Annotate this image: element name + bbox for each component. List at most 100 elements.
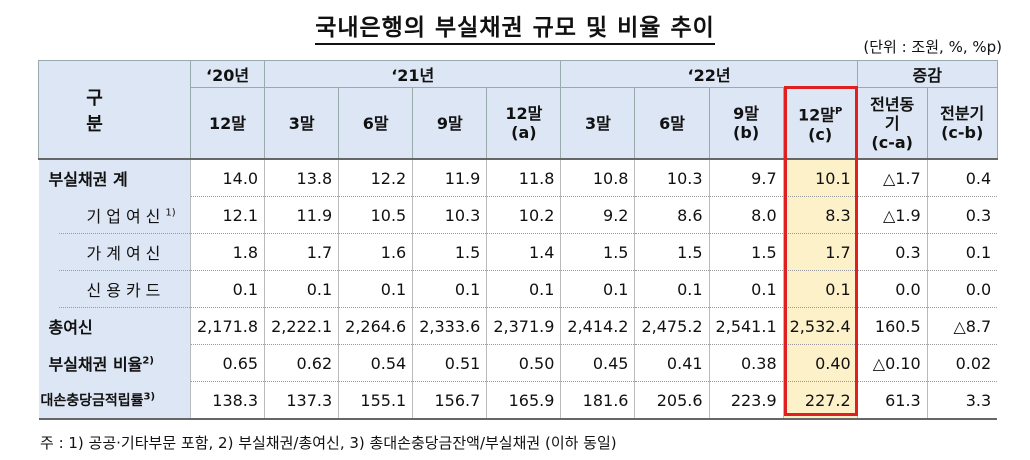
table-cell: 181.6 (560, 381, 635, 420)
period-header-label: 전년동기 (870, 94, 915, 133)
table-cell: 0.65 (189, 344, 265, 382)
table-cell: 10.1 (782, 158, 858, 197)
period-header-label: 6말 (659, 113, 685, 133)
row-label: 총여신 (38, 307, 191, 345)
table-cell: 2,171.8 (189, 307, 265, 345)
table-row: 총여신 2,171.8 2,222.1 2,264.6 2,333.6 2,371.9 2,… (38, 307, 998, 345)
period-header-5: 3말 (560, 87, 636, 160)
table-cell: △1.7 (856, 158, 928, 197)
table-row: 기업여신1) 12.1 11.9 10.5 10.3 10.2 9.2 8.6 8.0 8.3 △1… (38, 196, 998, 234)
table-cell: 2,541.1 (708, 307, 784, 345)
table-cell: 11.9 (412, 158, 487, 197)
period-header-9: 전년동기 (c-a) (856, 87, 928, 160)
table-cell: 0.02 (926, 344, 998, 382)
table-cell: 61.3 (856, 381, 928, 420)
table-cell: 0.45 (560, 344, 635, 382)
table-cell: 156.7 (412, 381, 487, 420)
table-cell: 2,333.6 (412, 307, 487, 345)
period-header-6: 6말 (634, 87, 710, 160)
row-indent (38, 233, 59, 271)
table-cell: 2,222.1 (264, 307, 339, 345)
period-header-label: 3말 (585, 113, 611, 133)
row-label: 대손충당금적립률3) (38, 381, 191, 420)
row-label-sup: 3) (143, 391, 156, 403)
row-label: 부실채권 비율2) (38, 344, 191, 382)
table-cell: 0.38 (708, 344, 784, 382)
period-header-label: 6말 (362, 113, 389, 133)
table-cell: 1.5 (560, 233, 635, 271)
row-label-sup: 1) (165, 207, 176, 219)
table-cell: △8.7 (926, 307, 998, 345)
table-cell: 155.1 (338, 381, 413, 420)
table-cell: 10.5 (338, 196, 413, 234)
table-cell: 0.51 (412, 344, 487, 382)
period-header-sup: P (834, 106, 843, 118)
table-cell: 0.50 (486, 344, 561, 382)
table-cell: 12.2 (338, 158, 413, 197)
row-label: 신용카드 (58, 270, 191, 308)
period-header-sub: (c-b) (941, 123, 984, 142)
table-cell: 1.5 (708, 233, 784, 271)
row-label-text: 부실채권 비율 (48, 355, 143, 374)
row-indent (38, 270, 59, 308)
npl-table: 구 분 ‘20년 ‘21년 ‘22년 증감 12말 3말 6말 9말 12말 (a) 3말 6… (38, 60, 998, 420)
period-header-label: 12말 (505, 104, 543, 123)
table-cell: 11.9 (264, 196, 339, 234)
table-row: 부실채권 계 14.0 13.8 12.2 11.9 11.8 10.8 10.3 9.7 10.… (38, 158, 998, 197)
table-cell: 1.8 (189, 233, 265, 271)
row-label: 기업여신1) (58, 196, 191, 234)
table-cell: 1.7 (264, 233, 339, 271)
table-cell: 0.4 (926, 158, 998, 197)
table-cell: 0.1 (189, 270, 265, 308)
table-cell: 9.7 (708, 158, 784, 197)
table-cell: 0.1 (708, 270, 784, 308)
table-cell: 10.8 (560, 158, 635, 197)
table-row: 부실채권 비율2) 0.65 0.62 0.54 0.51 0.50 0.45 0.41 0.3… (38, 344, 998, 382)
period-header-sub: (b) (733, 123, 760, 142)
table-cell: 10.3 (412, 196, 487, 234)
row-label: 가계여신 (58, 233, 191, 271)
period-header-8: 12말P (c) (782, 87, 858, 160)
change-header: 증감 (856, 60, 998, 88)
table-cell: 0.1 (264, 270, 339, 308)
row-indent (38, 196, 59, 234)
table-cell: 0.62 (264, 344, 339, 382)
table-cell: △0.10 (856, 344, 928, 382)
period-header-sub: (a) (511, 123, 537, 142)
table-cell: 0.3 (856, 233, 928, 271)
year-2021-header: ‘21년 (264, 60, 562, 88)
table-cell: 2,414.2 (560, 307, 635, 345)
table-cell: 10.3 (634, 158, 710, 197)
period-header-2: 6말 (338, 87, 414, 160)
table-cell: 2,532.4 (782, 307, 858, 345)
table-cell: 0.1 (486, 270, 561, 308)
period-header-label: 전분기 (940, 104, 985, 123)
table-cell: 8.3 (782, 196, 858, 234)
table-cell: 0.1 (926, 233, 998, 271)
table-cell: 205.6 (634, 381, 710, 420)
row-label: 부실채권 계 (38, 158, 191, 197)
table-cell: 1.5 (634, 233, 710, 271)
row-label-text: 부실채권 계 (48, 170, 128, 190)
period-header-label: 3말 (288, 113, 315, 133)
table-cell: 2,475.2 (634, 307, 710, 345)
table-cell: 2,264.6 (338, 307, 413, 345)
period-header-label: 12말 (797, 105, 835, 125)
table-cell: 14.0 (189, 158, 265, 197)
corner-header: 구 분 (38, 60, 191, 160)
year-2022-header: ‘22년 (560, 60, 858, 88)
table-cell: 1.4 (486, 233, 561, 271)
table-cell: 3.3 (926, 381, 998, 420)
table-cell: 1.5 (412, 233, 487, 271)
period-header-row: 12말 3말 6말 9말 12말 (a) 3말 6말 9말 (b) 12말P (c) 전년동기 (c-a)… (39, 87, 998, 160)
table-row: 가계여신 1.8 1.7 1.6 1.5 1.4 1.5 1.5 1.5 1.7 0.3 0.1 (38, 233, 998, 271)
table-cell: 9.2 (560, 196, 635, 234)
period-header-sub: (c) (808, 124, 833, 144)
table-cell: 0.0 (856, 270, 928, 308)
table-title: 국내은행의 부실채권 규모 및 비율 추이 (0, 8, 1030, 45)
period-header-7: 9말 (b) (708, 87, 784, 160)
row-label-text: 신용카드 (86, 281, 166, 300)
table-cell: 138.3 (189, 381, 265, 420)
period-header-label: 9말 (436, 113, 463, 133)
table-cell: 0.1 (338, 270, 413, 308)
